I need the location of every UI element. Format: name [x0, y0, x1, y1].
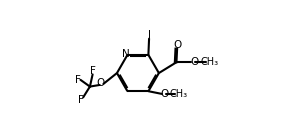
Text: CH₃: CH₃: [200, 57, 219, 67]
Text: F: F: [75, 75, 80, 85]
Text: O: O: [190, 57, 198, 67]
Text: O: O: [173, 40, 181, 50]
Text: I: I: [147, 30, 151, 40]
Text: F: F: [78, 95, 84, 105]
Text: CH₃: CH₃: [169, 89, 187, 99]
Text: O: O: [160, 89, 168, 99]
Text: N: N: [122, 49, 130, 59]
Text: F: F: [90, 66, 96, 76]
Text: O: O: [97, 78, 105, 88]
